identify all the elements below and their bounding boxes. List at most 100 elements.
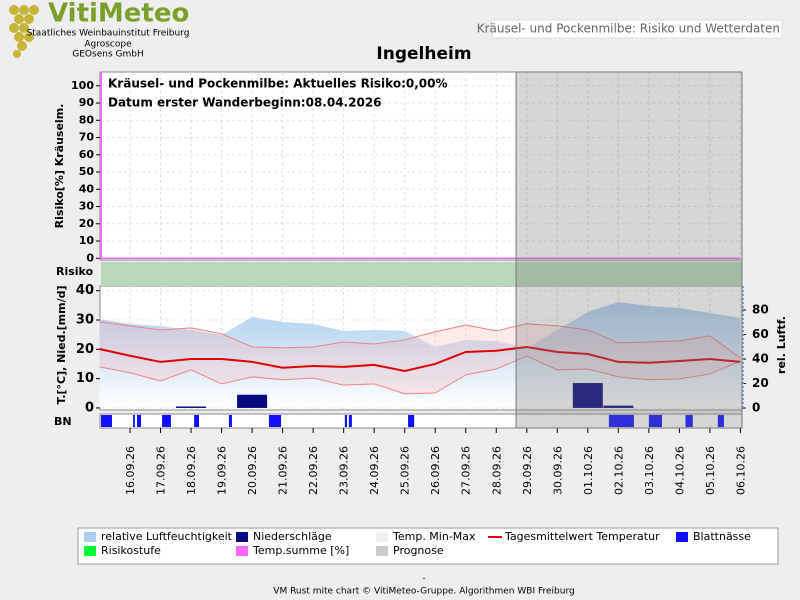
x-tick-label: 27.09.26 <box>460 446 473 495</box>
y2-tick-label: 20 <box>752 376 769 390</box>
y-tick-label: 70 <box>79 131 95 144</box>
y2-axis-label: rel. Luftf. <box>775 316 788 374</box>
x-tick-label: 26.09.26 <box>429 446 442 495</box>
temp-max-line <box>99 321 741 359</box>
legend-swatch <box>84 532 96 542</box>
legend-label: relative Luftfeuchtigkeit <box>101 530 233 543</box>
legend-swatch <box>376 532 388 542</box>
y-tick-label: 20 <box>76 342 94 357</box>
x-tick-label: 03.10.26 <box>643 446 656 495</box>
y-tick-label: 40 <box>76 283 94 298</box>
risk-band-label: Risiko <box>56 265 94 278</box>
x-tick-label: 16.09.26 <box>124 446 137 495</box>
y-tick-label: 100 <box>71 79 94 92</box>
x-tick-label: 24.09.26 <box>368 446 381 495</box>
y-tick-label: 10 <box>79 234 95 247</box>
x-tick-label: 19.09.26 <box>216 446 229 495</box>
leaf-wetness <box>101 415 113 427</box>
legend-label: Niederschläge <box>253 530 332 543</box>
x-tick-label: 20.09.26 <box>246 446 259 495</box>
y-tick-label: 30 <box>79 200 95 213</box>
legend-swatch <box>236 532 248 542</box>
leaf-wetness <box>608 415 634 427</box>
y-axis-label: Risiko[%] Kräuselm. <box>53 104 66 229</box>
bn-label: BN <box>54 415 72 428</box>
x-tick-label: 02.10.26 <box>612 446 625 495</box>
leaf-wetness <box>717 415 724 427</box>
y-tick-label: 80 <box>79 113 95 126</box>
logo-text: VitiMeteo <box>48 0 189 29</box>
leaf-wetness <box>162 415 171 427</box>
y-axis-label: T.[°C], Nied.[mm/d] <box>55 285 68 404</box>
legend-label: Temp. Min-Max <box>392 530 476 543</box>
footer: VM Rust mite chart © VitiMeteo-Gruppe. A… <box>273 587 574 597</box>
temp-band <box>99 321 741 394</box>
leaf-wetness <box>228 415 232 427</box>
y2-tick-label: 0 <box>752 401 760 415</box>
precip-bar <box>176 406 207 408</box>
legend-label: Risikostufe <box>101 544 161 557</box>
x-tick-label: 04.10.26 <box>673 446 686 495</box>
leaf-wetness <box>408 415 415 427</box>
x-tick-label: 29.09.26 <box>521 446 534 495</box>
y-tick-label: 30 <box>76 313 94 328</box>
x-tick-label: 18.09.26 <box>185 446 198 495</box>
y2-tick-label: 40 <box>752 352 769 366</box>
x-tick-label: 17.09.26 <box>155 446 168 495</box>
legend-label: Tagesmittelwert Temperatur <box>504 530 660 543</box>
annotation: Kräusel- und Pockenmilbe: Aktuelles Risi… <box>108 77 448 91</box>
legend-label: Prognose <box>393 544 444 557</box>
y-tick-label: 90 <box>79 96 95 109</box>
precip-bar <box>572 383 603 408</box>
leaf-wetness <box>344 415 348 427</box>
x-tick-label: 28.09.26 <box>490 446 503 495</box>
legend-swatch <box>376 546 388 556</box>
risk-band <box>101 262 742 286</box>
x-tick-label: 23.09.26 <box>338 446 351 495</box>
prognosis-area <box>515 71 743 429</box>
institute: Staatliches Weinbauinstitut Freiburg <box>27 29 190 39</box>
y-tick-label: 10 <box>76 371 94 386</box>
y-tick-label: 40 <box>79 182 95 195</box>
precip-bar <box>603 405 634 408</box>
legend-label: Temp.summe [%] <box>252 544 349 557</box>
x-tick-label: 05.10.26 <box>704 446 717 495</box>
temp-mean-line <box>99 345 741 373</box>
precip-bar <box>237 394 268 408</box>
temp-min-line <box>99 355 741 395</box>
leaf-wetness <box>685 415 693 427</box>
x-tick-label: 22.09.26 <box>307 446 320 495</box>
legend-swatch <box>676 532 688 542</box>
logo-grapes <box>9 5 39 58</box>
y2-tick-label: 60 <box>752 327 769 341</box>
y-tick-label: 60 <box>79 148 95 161</box>
y2-tick-label: 80 <box>752 303 769 317</box>
banner-box <box>491 19 783 39</box>
leaf-wetness <box>268 415 282 427</box>
leaf-wetness <box>348 415 352 427</box>
x-tick-label: 25.09.26 <box>399 446 412 495</box>
leaf-wetness <box>194 415 199 427</box>
x-tick-label: 30.09.26 <box>551 446 564 495</box>
leaf-wetness <box>133 415 135 427</box>
y-tick-label: 50 <box>79 165 95 178</box>
banner: Kräusel- und Pockenmilbe: Risiko und Wet… <box>477 22 780 36</box>
legend-swatch <box>84 546 96 556</box>
y-tick-label: 0 <box>85 400 94 415</box>
chart-title: Ingelheim <box>376 44 471 64</box>
institute: Agroscope <box>84 40 132 50</box>
y-tick-label: 0 <box>86 251 94 264</box>
legend-label: Blattnässe <box>693 530 751 543</box>
x-tick-label: 06.10.26 <box>734 446 747 495</box>
legend-swatch <box>236 546 248 556</box>
leaf-wetness <box>648 415 662 427</box>
x-tick-label: 21.09.26 <box>277 446 290 495</box>
leaf-wetness <box>137 415 142 427</box>
annotation: Datum erster Wanderbeginn:08.04.2026 <box>108 96 382 110</box>
legend-box <box>77 527 779 565</box>
y-tick-label: 20 <box>79 217 95 230</box>
footer-dash: - <box>422 574 425 584</box>
institute: GEOsens GmbH <box>72 50 143 60</box>
